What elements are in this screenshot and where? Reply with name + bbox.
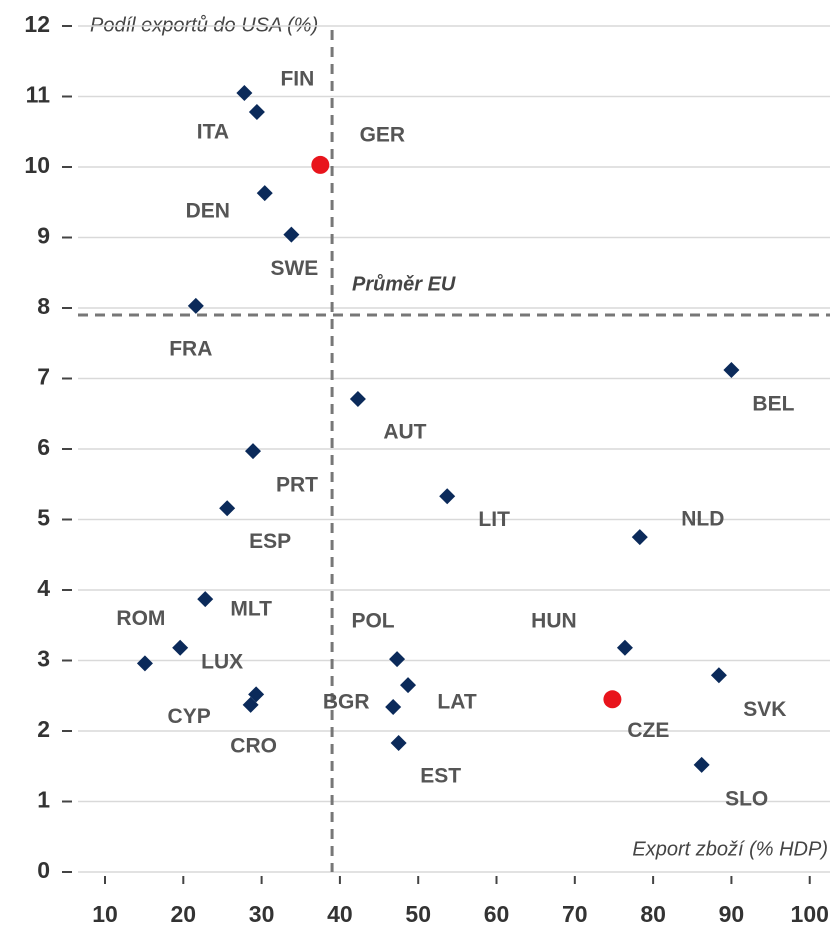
point-label: FRA (169, 337, 212, 360)
y-tick-label: 9 (37, 223, 50, 249)
point-label: BEL (752, 393, 794, 416)
point (248, 686, 265, 703)
y-tick-label: 1 (37, 787, 50, 813)
point-label: FIN (280, 68, 314, 91)
point (693, 756, 710, 773)
point (187, 297, 204, 314)
x-tick-label: 10 (92, 901, 118, 927)
point-label: LAT (437, 691, 476, 714)
point (631, 529, 648, 546)
point-label: LIT (478, 508, 510, 531)
point (616, 639, 633, 656)
y-tick-label: 5 (37, 505, 50, 531)
point-label: CZE (627, 719, 669, 742)
point (349, 390, 366, 407)
point (723, 362, 740, 379)
x-tick-label: 80 (640, 901, 666, 927)
point-label: DEN (186, 200, 230, 223)
x-tick-label: 100 (791, 901, 829, 927)
point-label: ESP (249, 530, 291, 553)
point (172, 639, 189, 656)
y-tick-label: 8 (37, 293, 50, 319)
point-label: MLT (230, 598, 272, 621)
x-tick-label: 60 (484, 901, 510, 927)
point (236, 84, 253, 101)
x-tick-label: 50 (405, 901, 431, 927)
point (256, 185, 273, 202)
y-tick-label: 6 (37, 434, 50, 460)
point (244, 443, 261, 460)
point (283, 226, 300, 243)
point-label: CYP (168, 705, 211, 728)
y-tick-label: 11 (26, 82, 51, 108)
point-label: LUX (201, 650, 243, 673)
point-label: NLD (681, 508, 724, 531)
x-tick-label: 40 (327, 901, 353, 927)
y-tick-label: 3 (37, 646, 50, 672)
x-axis-title: Export zboží (% HDP) (632, 838, 828, 860)
point-label: POL (351, 610, 394, 633)
point-label: GER (360, 123, 406, 146)
x-tick-label: 70 (562, 901, 588, 927)
point-label: AUT (383, 420, 426, 443)
point-label: SLO (725, 787, 768, 810)
point-label: CRO (230, 734, 277, 757)
y-tick-label: 2 (37, 716, 50, 742)
y-tick-label: 12 (24, 11, 50, 37)
point (385, 699, 402, 716)
y-tick-label: 0 (37, 857, 50, 883)
y-tick-label: 7 (37, 364, 50, 390)
x-tick-label: 20 (171, 901, 197, 927)
point (311, 155, 330, 174)
point (197, 591, 214, 608)
point (389, 651, 406, 668)
point-label: ITA (197, 121, 229, 144)
point (136, 655, 153, 672)
point (390, 734, 407, 751)
point-label: HUN (531, 609, 577, 632)
avg-label: Průměr EU (352, 273, 456, 295)
point (710, 667, 727, 684)
point-label: SWE (270, 257, 318, 280)
point-label: BGR (323, 691, 370, 714)
y-tick-label: 4 (37, 575, 50, 601)
point-label: ROM (116, 607, 165, 630)
point (242, 696, 259, 713)
point-label: PRT (276, 474, 318, 497)
point (400, 677, 417, 694)
point-label: EST (420, 765, 461, 788)
x-tick-label: 30 (249, 901, 275, 927)
point (248, 104, 265, 121)
point (439, 488, 456, 505)
x-tick-label: 90 (719, 901, 745, 927)
point-label: SVK (743, 698, 786, 721)
y-tick-label: 10 (24, 152, 50, 178)
point (603, 690, 622, 709)
point (219, 500, 236, 517)
